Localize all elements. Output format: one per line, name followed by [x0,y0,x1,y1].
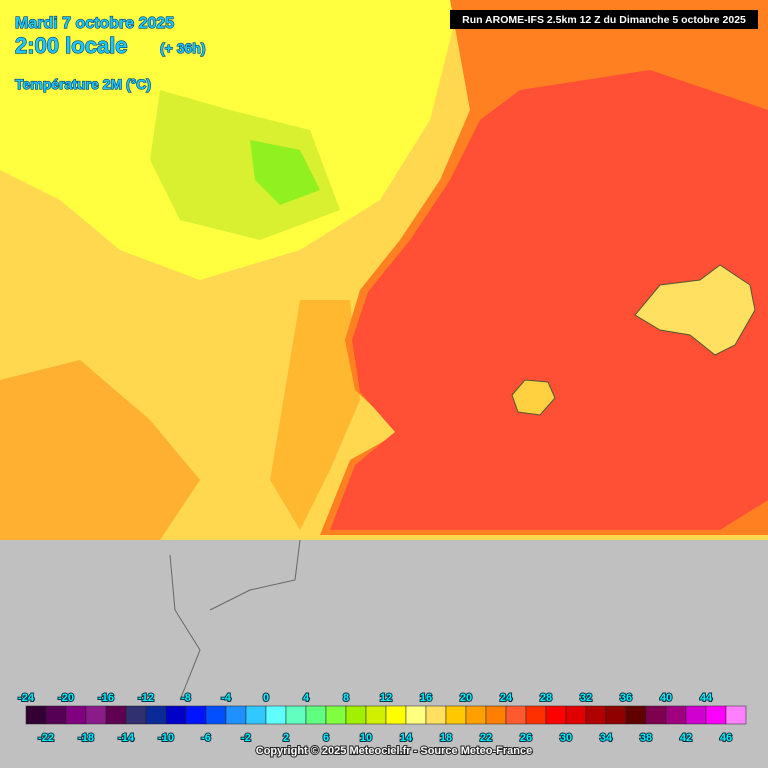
legend-tick: -2 [241,732,251,744]
legend-tick: 6 [323,732,329,744]
legend-swatch [685,705,707,725]
legend-tick: -22 [38,732,54,744]
run-info: Run AROME-IFS 2.5km 12 Z du Dimanche 5 o… [462,14,746,26]
legend-swatch [105,705,127,725]
legend-tick: -14 [118,732,135,744]
legend-tick: 30 [560,732,572,744]
legend-swatch [425,705,447,725]
legend-tick: 12 [380,692,392,704]
legend-swatch [85,705,107,725]
legend-swatch [45,705,67,725]
legend-swatch [65,705,87,725]
legend-tick: 26 [520,732,532,744]
legend-swatch [205,705,227,725]
legend-swatch [345,705,367,725]
legend-tick: 28 [540,692,552,704]
legend-tick: -10 [158,732,174,744]
legend-swatch [525,705,547,725]
legend: -24-22-20-18-16-14-12-10-8-6-4-202468101… [17,691,747,745]
legend-tick: 8 [343,692,349,704]
legend-tick: 2 [283,732,289,744]
legend-tick: -16 [98,692,114,704]
legend-swatch [225,705,247,725]
borders [169,539,301,701]
sea [330,70,768,530]
legend-tick: -8 [181,692,191,704]
legend-swatch [185,705,207,725]
lead-time: (+ 36h) [160,40,206,56]
legend-tick: 32 [580,692,592,704]
legend-swatch [645,705,667,725]
legend-tick: 20 [460,692,472,704]
legend-swatch [245,705,267,725]
legend-swatch [365,705,387,725]
legend-tick: 36 [620,692,632,704]
legend-swatch [405,705,427,725]
coolest-land [250,140,320,205]
legend-tick: 44 [700,692,713,704]
legend-tick: -4 [221,692,232,704]
legend-swatch [165,705,187,725]
island-ibiza [511,379,556,416]
legend-tick: 4 [303,692,310,704]
legend-swatch [145,705,167,725]
legend-tick: 10 [360,732,372,744]
legend-tick: 42 [680,732,692,744]
legend-swatch [505,705,527,725]
no-data-area [0,540,768,768]
legend-swatch [305,705,327,725]
legend-swatch [545,705,567,725]
island-mallorca [634,264,756,356]
copyright: Copyright © 2025 Meteociel.fr - Source M… [256,745,532,757]
legend-swatch [265,705,287,725]
legend-swatch [125,705,147,725]
run-box [450,10,758,29]
legend-tick: -18 [78,732,94,744]
legend-tick: 40 [660,692,672,704]
legend-swatch [725,705,747,725]
legend-tick: 24 [500,692,513,704]
legend-swatch [565,705,587,725]
date: Mardi 7 octobre 2025 [15,15,174,32]
legend-swatch [605,705,627,725]
legend-tick: -6 [201,732,211,744]
legend-tick: 34 [600,732,613,744]
legend-tick: 38 [640,732,652,744]
legend-tick: -24 [18,692,35,704]
legend-swatch [625,705,647,725]
legend-swatch [25,705,47,725]
legend-swatch [285,705,307,725]
cooler-land [150,90,340,240]
legend-swatch [705,705,727,725]
legend-swatch [385,705,407,725]
legend-tick: 14 [400,732,413,744]
legend-tick: 22 [480,732,492,744]
legend-swatch [325,705,347,725]
legend-tick: 0 [263,692,269,704]
legend-swatch [445,705,467,725]
legend-swatch [585,705,607,725]
legend-tick: 16 [420,692,432,704]
legend-swatch [665,705,687,725]
legend-swatch [485,705,507,725]
coastal-land [270,300,360,530]
warm-land [0,360,200,550]
legend-tick: -20 [58,692,74,704]
variable: Température 2M (°C) [15,76,151,92]
legend-tick: 46 [720,732,732,744]
legend-tick: -12 [138,692,154,704]
legend-tick: 18 [440,732,452,744]
time: 2:00 locale [15,33,128,58]
legend-swatch [465,705,487,725]
